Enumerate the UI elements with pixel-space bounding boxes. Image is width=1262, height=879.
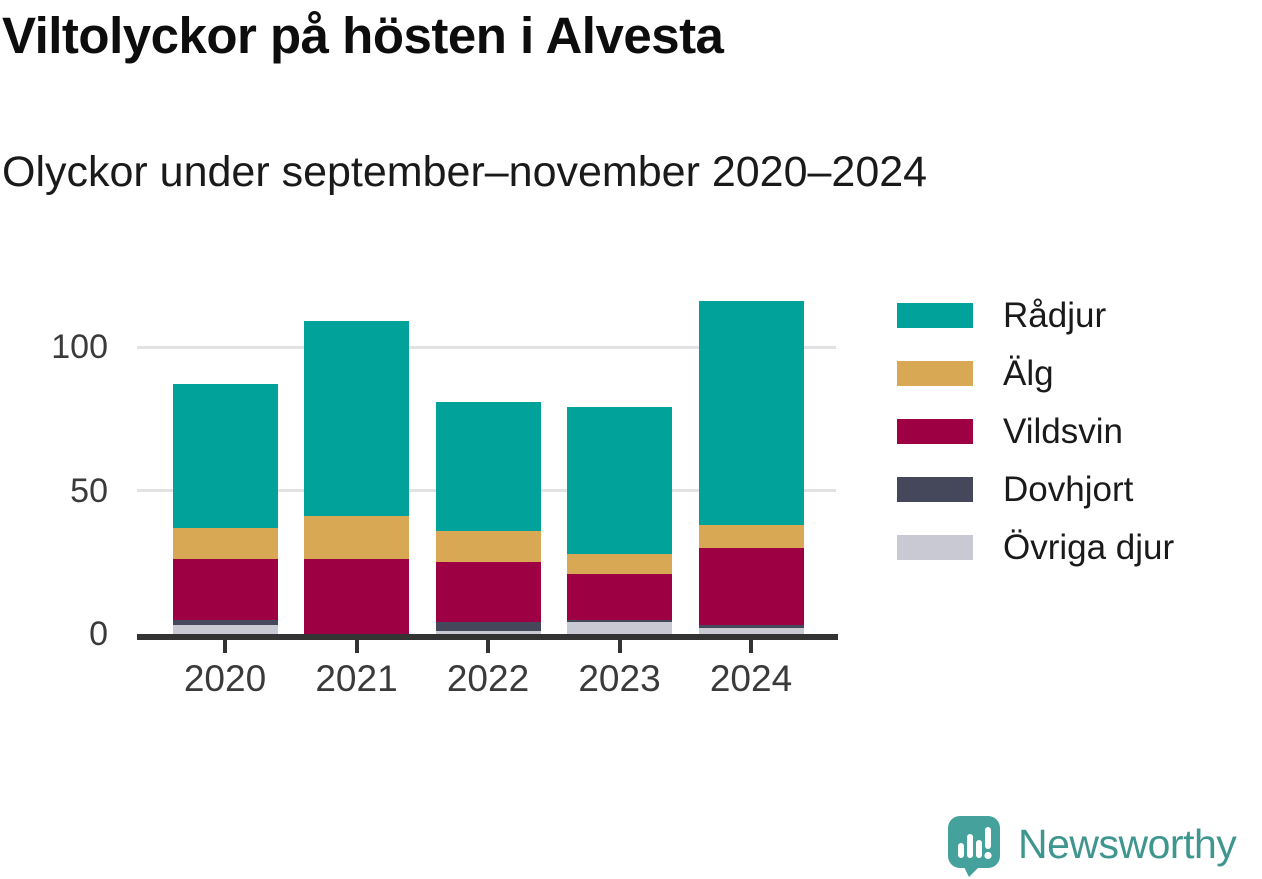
bar-segment-2023-älg — [567, 553, 672, 574]
bar-segment-2023-dovhjort — [567, 619, 672, 623]
legend-item-älg: Älg — [897, 354, 1174, 393]
bar-segment-2024-älg — [698, 524, 804, 548]
x-tick-2022 — [486, 640, 490, 653]
y-axis-label-100: 100 — [51, 328, 108, 366]
x-axis-label-2021: 2021 — [315, 658, 398, 699]
legend-label: Övriga djur — [1003, 527, 1175, 567]
bar-segment-2023-rådjur — [567, 407, 672, 554]
newsworthy-logo-text: Newsworthy — [1018, 821, 1237, 867]
x-axis-label-2022: 2022 — [446, 658, 530, 699]
bar-segment-2021-rådjur — [304, 321, 409, 517]
bar-segment-2021-älg — [304, 516, 409, 560]
bar-segment-2020-älg — [172, 527, 278, 560]
x-axis-label-2023: 2023 — [578, 658, 661, 699]
bar-segment-2020-rådjur — [172, 384, 278, 528]
bar-segment-2022-älg — [435, 530, 541, 563]
legend-item-vildsvin: Vildsvin — [897, 412, 1174, 451]
chart-title: Viltolyckor på hösten i Alvesta — [2, 7, 724, 64]
newsworthy-logo: Newsworthy — [948, 816, 1237, 879]
bar-segment-2024-övriga-djur — [698, 628, 804, 634]
legend-item-rådjur: Rådjur — [897, 296, 1174, 335]
bar-segment-2022-övriga-djur — [435, 631, 541, 634]
bar-2021 — [304, 321, 409, 634]
bar-segment-2022-rådjur — [435, 401, 541, 531]
legend-label: Vildsvin — [1003, 411, 1123, 451]
bar-2024 — [698, 301, 804, 634]
chart-legend: Rådjur Älg Vildsvin Dovhjort Övriga djur — [897, 296, 1174, 567]
bar-segment-2022-vildsvin — [435, 562, 541, 623]
legend-label: Rådjur — [1003, 295, 1107, 335]
legend-swatch — [897, 535, 973, 560]
y-axis-label-50: 50 — [70, 471, 108, 510]
bar-segment-2023-vildsvin — [567, 573, 672, 620]
x-axis-label-2024: 2024 — [709, 658, 793, 699]
legend-swatch — [897, 419, 973, 444]
chart-subtitle: Olyckor under september–november 2020–20… — [2, 148, 928, 196]
bar-2023 — [567, 407, 672, 634]
bar-segment-2024-rådjur — [698, 301, 804, 525]
bar-segment-2020-övriga-djur — [172, 625, 278, 634]
y-axis-label-0: 0 — [89, 615, 108, 653]
x-axis-label-2020: 2020 — [183, 658, 267, 699]
gridline-100 — [137, 345, 836, 349]
legend-item-övriga-djur: Övriga djur — [897, 528, 1174, 567]
bar-segment-2021-vildsvin — [304, 559, 409, 634]
legend-item-dovhjort: Dovhjort — [897, 470, 1174, 509]
x-axis-line — [137, 634, 838, 640]
bar-segment-2024-vildsvin — [698, 547, 804, 626]
newsworthy-logo-icon — [948, 816, 1001, 879]
x-tick-2021 — [354, 640, 359, 653]
legend-swatch — [897, 303, 973, 328]
legend-label: Älg — [1003, 353, 1054, 393]
bar-segment-2020-dovhjort — [172, 619, 278, 626]
x-tick-2020 — [223, 640, 227, 653]
legend-swatch — [897, 361, 973, 386]
bar-segment-2022-dovhjort — [435, 622, 541, 632]
bar-segment-2020-vildsvin — [172, 559, 278, 620]
x-tick-2023 — [617, 640, 622, 653]
bar-segment-2024-dovhjort — [698, 625, 804, 629]
x-tick-2024 — [749, 640, 753, 653]
bar-2022 — [435, 401, 541, 634]
bar-segment-2023-övriga-djur — [567, 622, 672, 634]
bar-2020 — [172, 384, 278, 634]
legend-label: Dovhjort — [1003, 469, 1134, 509]
legend-swatch — [897, 477, 973, 502]
